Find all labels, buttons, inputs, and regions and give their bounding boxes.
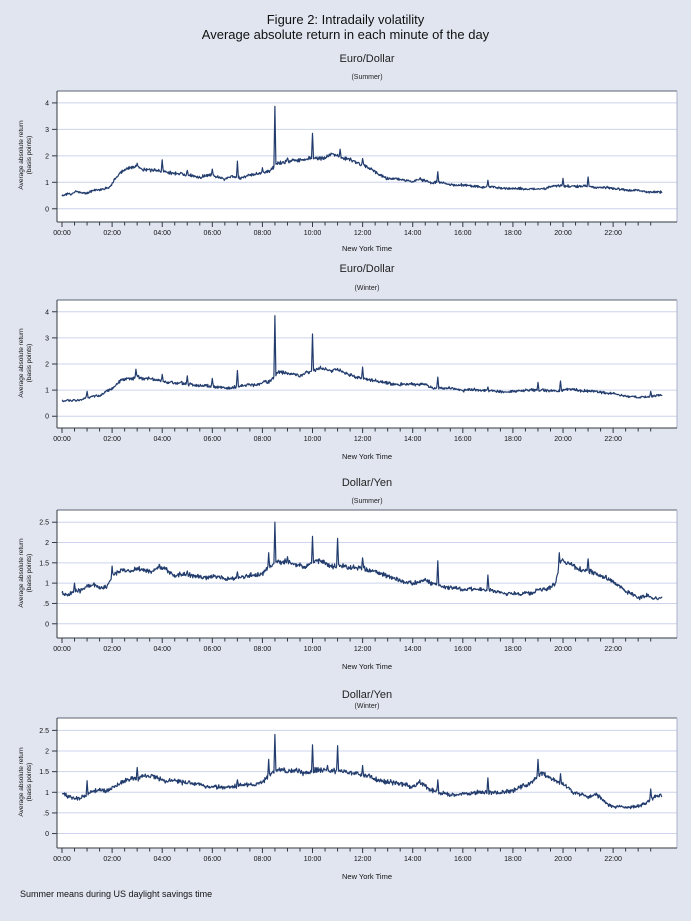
x-tick-label: 20:00 — [554, 856, 572, 863]
x-tick-label: 12:00 — [354, 230, 372, 237]
plot-background — [57, 91, 677, 222]
x-tick-label: 00:00 — [53, 856, 71, 863]
plot-area-eurodollar-winter: 0 1 2 3 4 00:00 02:00 04:00 06:00 08:00 10:00 12:00… — [45, 299, 678, 443]
x-tick-label: 08:00 — [254, 436, 272, 443]
x-tick-label: 08:00 — [254, 646, 272, 653]
x-tick-label: 00:00 — [53, 646, 71, 653]
series-line-2 — [61, 521, 663, 601]
x-tick-label: 18:00 — [504, 230, 522, 237]
y-tick-label: 0 — [45, 414, 49, 421]
x-tick-label: 02:00 — [103, 646, 121, 653]
x-tick-label: 14:00 — [404, 856, 422, 863]
x-tick-label: 14:00 — [404, 436, 422, 443]
chart-subtitle-summer: (Summer) — [351, 74, 383, 81]
x-axis-title: New York Time — [341, 452, 393, 461]
x-tick-label: 20:00 — [554, 646, 572, 653]
x-tick-label: 06:00 — [204, 856, 222, 863]
y-tick-label: 1.5 — [39, 560, 49, 567]
x-axis-title: New York Time — [341, 662, 393, 671]
x-tick-label: 00:00 — [53, 436, 71, 443]
x-tick-label: 08:00 — [254, 230, 272, 237]
y-tick-label: 0 — [45, 621, 49, 628]
series-line-3 — [61, 733, 663, 810]
x-tick-label: 04:00 — [153, 436, 171, 443]
y-tick-label: 1 — [45, 180, 49, 187]
x-tick-label: 14:00 — [404, 646, 422, 653]
x-axis-title: New York Time — [341, 244, 393, 253]
x-tick-label: 04:00 — [153, 646, 171, 653]
x-tick-label: 10:00 — [304, 646, 322, 653]
y-tick-label: 0 — [45, 206, 49, 213]
x-tick-label: 06:00 — [204, 646, 222, 653]
chart-title-eurodollar-winter: Euro/Dollar — [339, 263, 395, 275]
y-tick-label: 3 — [45, 127, 49, 134]
y-tick-label: 2 — [45, 540, 49, 547]
chart-title-dollaryen-summer: Dollar/Yen — [341, 477, 393, 489]
x-tick-label: 16:00 — [454, 856, 472, 863]
x-tick-label: 22:00 — [604, 230, 622, 237]
plot-background — [57, 718, 677, 848]
x-tick-label: 18:00 — [504, 856, 522, 863]
x-tick-label: 20:00 — [554, 436, 572, 443]
figure-footnote: Summer means during US daylight savings … — [20, 889, 213, 899]
x-tick-label: 06:00 — [204, 230, 222, 237]
chart-subtitle-summer: (Summer) — [351, 498, 383, 505]
figure-title-line2: Average absolute return in each minute o… — [201, 27, 490, 42]
x-tick-label: 22:00 — [604, 856, 622, 863]
y-tick-label: 1 — [45, 581, 49, 588]
x-tick-label: 08:00 — [254, 856, 272, 863]
x-tick-label: 14:00 — [404, 230, 422, 237]
x-tick-label: 18:00 — [504, 436, 522, 443]
chart-title-eurodollar-summer: Euro/Dollar — [339, 53, 395, 65]
x-tick-label: 04:00 — [153, 230, 171, 237]
y-tick-label: 2 — [45, 153, 49, 160]
y-tick-label: .5 — [43, 810, 49, 817]
x-tick-label: 12:00 — [354, 646, 372, 653]
x-tick-label: 20:00 — [554, 230, 572, 237]
y-tick-label: 3 — [45, 335, 49, 342]
x-tick-label: 22:00 — [604, 436, 622, 443]
chart-title-dollaryen-winter: Dollar/Yen — [341, 689, 393, 701]
x-tick-label: 10:00 — [304, 856, 322, 863]
x-tick-label: 18:00 — [504, 646, 522, 653]
y-tick-label: 2 — [45, 749, 49, 756]
x-tick-label: 06:00 — [204, 436, 222, 443]
x-tick-label: 16:00 — [454, 230, 472, 237]
series-line-1 — [61, 315, 663, 403]
x-tick-label: 02:00 — [103, 856, 121, 863]
series-line-0 — [61, 105, 663, 197]
plot-area-dollaryen-winter: 0 .5 1 1.5 2 2.5 00:00 02:00 04:00 06:00 08:00 10:0… — [39, 717, 678, 863]
x-tick-label: 00:00 — [53, 230, 71, 237]
x-tick-label: 16:00 — [454, 436, 472, 443]
x-tick-label: 10:00 — [304, 436, 322, 443]
y-tick-label: 4 — [45, 309, 49, 316]
y-tick-label: 4 — [45, 100, 49, 107]
plot-area-dollaryen-summer: 0 .5 1 1.5 2 2.5 00:00 02:00 04:00 06:00 08:00 10:0… — [39, 509, 678, 653]
x-tick-label: 12:00 — [354, 856, 372, 863]
y-tick-label: 0 — [45, 831, 49, 838]
chart-subtitle-winter: (Winter) — [354, 703, 380, 710]
x-tick-label: 02:00 — [103, 230, 121, 237]
plot-background — [57, 510, 677, 638]
y-tick-label: 1 — [45, 790, 49, 797]
x-tick-label: 04:00 — [153, 856, 171, 863]
x-tick-label: 10:00 — [304, 230, 322, 237]
x-tick-label: 12:00 — [354, 436, 372, 443]
y-tick-label: .5 — [43, 601, 49, 608]
figure-title-line1: Figure 2: Intradaily volatility — [266, 12, 425, 27]
y-tick-label: 2.5 — [39, 728, 49, 735]
x-axis-title: New York Time — [341, 872, 393, 881]
x-tick-label: 16:00 — [454, 646, 472, 653]
y-tick-label: 1.5 — [39, 769, 49, 776]
x-tick-label: 22:00 — [604, 646, 622, 653]
y-tick-label: 2 — [45, 362, 49, 369]
x-tick-label: 02:00 — [103, 436, 121, 443]
y-tick-label: 2.5 — [39, 520, 49, 527]
chart-subtitle-winter: (Winter) — [354, 285, 380, 292]
y-tick-label: 1 — [45, 388, 49, 395]
plot-area-eurodollar-summer: 0 1 2 3 4 00:00 02:00 04:00 06:00 08:00 10:00 12:00… — [45, 90, 678, 237]
